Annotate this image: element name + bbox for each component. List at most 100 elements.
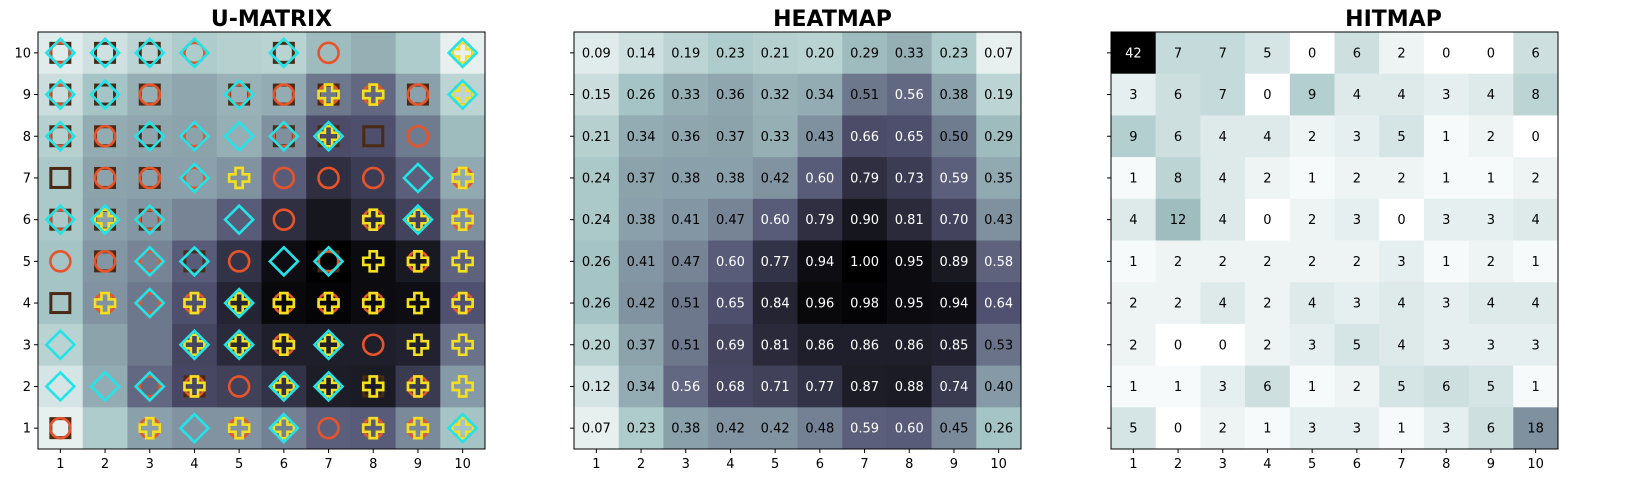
plot-frame	[573, 31, 1022, 450]
heatmap-cell	[976, 115, 1022, 158]
heatmap-cell	[752, 365, 798, 408]
diamond-marker	[44, 370, 77, 403]
heatmap-cell	[82, 240, 128, 283]
heatmap-cell	[1200, 198, 1246, 241]
heatmap-cell	[574, 73, 620, 116]
cell-value-label: 3	[1353, 422, 1361, 437]
cell-value-label: 0.86	[895, 338, 924, 353]
plus-marker	[451, 291, 474, 315]
cell-value-label: 0.36	[716, 88, 745, 103]
heatmap-cell	[1334, 32, 1380, 75]
cell-value-label: 0.43	[984, 213, 1013, 228]
heatmap-cell	[440, 157, 486, 200]
heatmap-cell	[1289, 32, 1335, 75]
heatmap-cell	[1468, 198, 1514, 241]
heatmap-panel: HEATMAP 0.09 0.14 0.19 0.23 0.21 0.20 0.29 0.33…	[570, 7, 1022, 472]
cell-value-label: 0.29	[850, 46, 879, 61]
heatmap-cell	[1200, 365, 1246, 408]
cell-value-label: 2	[1263, 338, 1271, 353]
heatmap-cell	[842, 73, 888, 116]
diamond-marker	[44, 78, 77, 111]
x-tick-label: 4	[726, 457, 734, 472]
cell-value-label: 0.79	[805, 213, 834, 228]
cell-value-label: 0.77	[805, 380, 834, 395]
cell-value-label: 0	[1532, 130, 1540, 145]
cell-value-label: 9	[1308, 88, 1316, 103]
cell-value-label: 0.64	[984, 297, 1013, 312]
heatmap-cell	[842, 115, 888, 158]
heatmap-cell	[1468, 282, 1514, 325]
cell-value-label: 2	[1397, 171, 1405, 186]
cell-value-label: 0	[1397, 213, 1405, 228]
cell-value-label: 0.53	[984, 338, 1013, 353]
heatmap-cell	[708, 198, 754, 241]
heatmap-cell	[1289, 282, 1335, 325]
heatmap-cell	[1245, 73, 1291, 116]
plus-marker	[406, 416, 430, 440]
heatmap-cell	[1513, 323, 1559, 366]
heatmap-cell	[261, 198, 307, 241]
cell-value-label: 1	[1129, 380, 1137, 395]
heatmap-cell	[1423, 32, 1469, 75]
cell-value-label: 2	[1129, 297, 1137, 312]
heatmap-cell	[797, 365, 843, 408]
heatmap-cell	[1513, 115, 1559, 158]
heatmap-cell	[886, 282, 932, 325]
heatmap-cell	[708, 282, 754, 325]
heatmap-cell	[261, 73, 307, 116]
heatmap-cell	[976, 282, 1022, 325]
heatmap-cell	[574, 282, 620, 325]
cell-value-label: 1	[1308, 380, 1316, 395]
diamond-marker	[402, 203, 434, 236]
plus-marker	[183, 375, 206, 398]
cell-value-label: 4	[1263, 130, 1271, 145]
heatmap-cell	[395, 323, 441, 366]
cell-value-label: 3	[1353, 130, 1361, 145]
cell-value-label: 3	[1353, 297, 1361, 312]
square-marker	[94, 41, 117, 64]
cell-value-label: 0.34	[627, 130, 656, 145]
cell-value-label: 0.34	[627, 380, 656, 395]
heatmap-cell	[931, 240, 977, 283]
diamond-marker	[133, 245, 166, 278]
cell-value-label: 8	[1532, 88, 1540, 103]
heatmap-cell	[306, 32, 352, 75]
heatmap-cell	[395, 282, 441, 325]
diamond-marker	[312, 245, 345, 278]
plus-marker	[227, 416, 251, 440]
heatmap-cell	[886, 32, 932, 75]
cell-value-label: 1	[1442, 255, 1450, 270]
heatmap-cell	[886, 365, 932, 408]
cell-value-label: 4	[1397, 297, 1405, 312]
heatmap-cell	[618, 115, 664, 158]
heatmap-cell	[886, 115, 932, 158]
cell-value-label: 4	[1487, 297, 1495, 312]
heatmap-cell	[440, 282, 486, 325]
heatmap-cell	[1334, 115, 1380, 158]
cell-value-label: 0.38	[939, 88, 968, 103]
heatmap-cell	[1423, 115, 1469, 158]
heatmap-cell	[886, 323, 932, 366]
diamond-marker	[89, 203, 121, 236]
heatmap-cell	[708, 115, 754, 158]
heatmap-cell	[1468, 115, 1514, 158]
heatmap-cell	[618, 282, 664, 325]
diamond-marker	[178, 162, 211, 194]
heatmap-title: HEATMAP	[773, 7, 892, 32]
y-tick-label: 1	[23, 422, 31, 437]
diamond-marker	[133, 203, 166, 236]
heatmap-cell	[395, 73, 441, 116]
heatmap-cell	[82, 115, 128, 158]
heatmap-cell	[1513, 282, 1559, 325]
heatmap-cell	[976, 407, 1022, 450]
heatmap-cell	[842, 198, 888, 241]
cell-value-label: 0.14	[627, 46, 656, 61]
heatmap-cell	[752, 32, 798, 75]
cell-value-label: 0	[1174, 338, 1182, 353]
circle-marker	[138, 83, 162, 106]
x-tick-label: 10	[990, 457, 1007, 472]
plus-marker	[406, 375, 430, 398]
heatmap-cell	[708, 73, 754, 116]
cell-value-label: 0.21	[761, 46, 790, 61]
plus-marker	[406, 291, 430, 315]
